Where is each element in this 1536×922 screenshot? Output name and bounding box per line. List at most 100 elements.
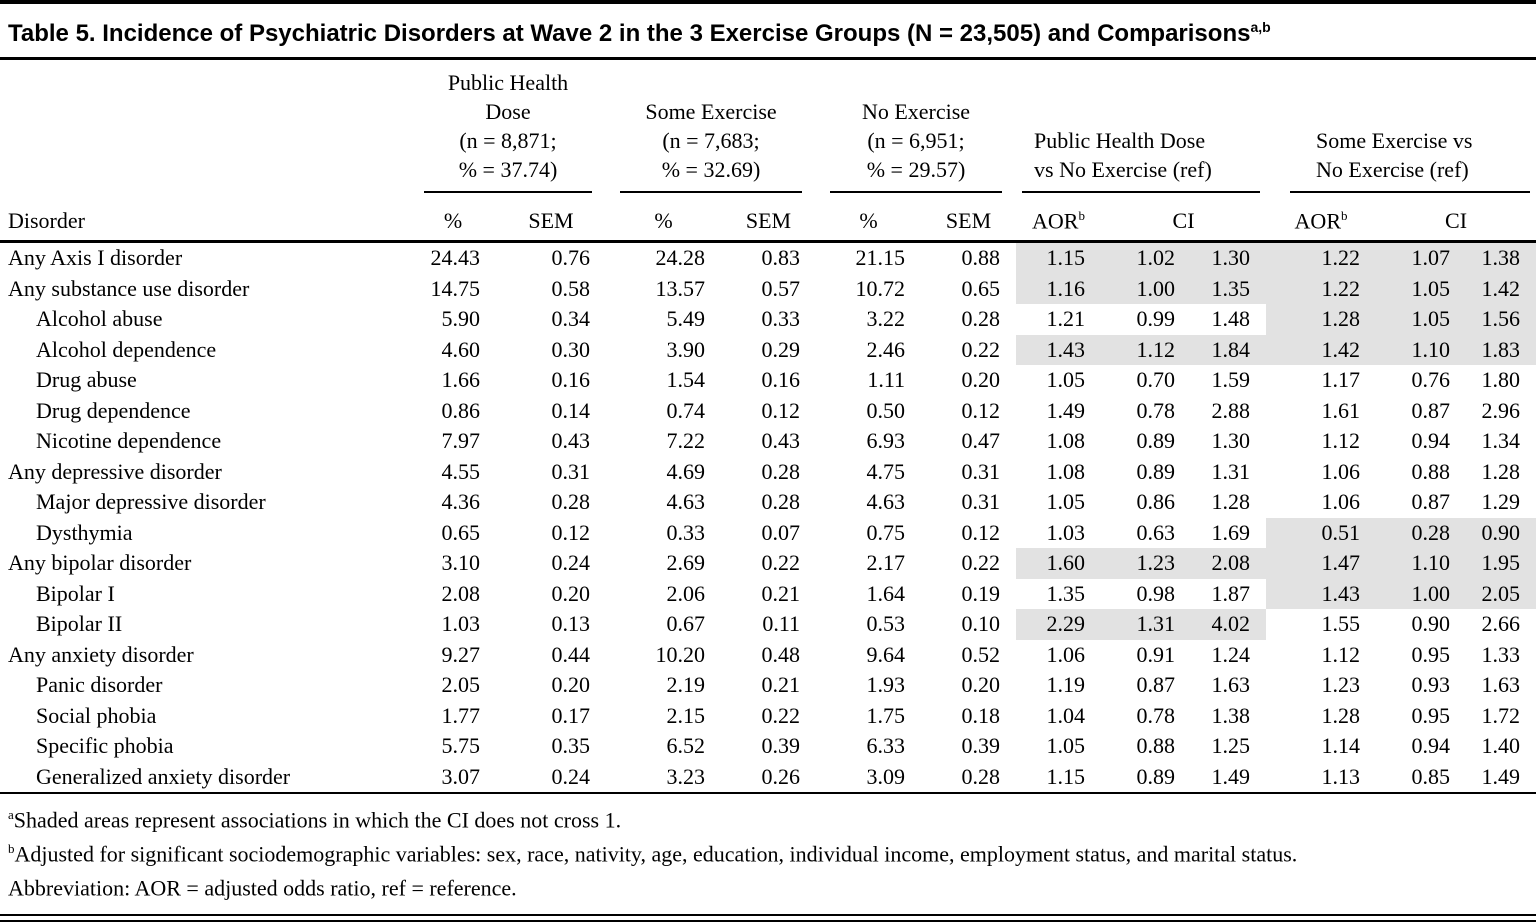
cell-some-sem: 0.43 bbox=[761, 428, 801, 454]
cell-some-ci-low: 1.05 bbox=[1376, 273, 1467, 305]
cell-phd-sem: 0.76 bbox=[551, 245, 591, 271]
table-footnotes: aShaded areas represent associations in … bbox=[0, 794, 1536, 908]
cell-phd-ci-high: 1.25 bbox=[1211, 733, 1251, 759]
cell-phd-ci-high: 1.48 bbox=[1211, 306, 1251, 332]
incidence-table: Public Health Dose (n = 8,871; % = 37.74… bbox=[0, 60, 1536, 795]
cell-phd-pct: 24.43 bbox=[430, 245, 481, 271]
cell-phd-ci-high: 1.30 bbox=[1211, 428, 1251, 454]
cell-none-pct: 3.22 bbox=[866, 306, 906, 332]
cell-some-ci-high: 1.28 bbox=[1481, 458, 1521, 484]
cell-phd-aor: 1.21 bbox=[1046, 306, 1086, 332]
column-group-some-exercise: Some Exercise (n = 7,683; % = 32.69) bbox=[606, 60, 816, 193]
table-title-footnote-marker: a,b bbox=[1250, 19, 1271, 35]
cell-none-pct: 4.63 bbox=[866, 489, 906, 515]
cell-phd-ci-high: 1.28 bbox=[1211, 489, 1251, 515]
group-line: No Exercise (ref) bbox=[1316, 157, 1469, 182]
group-line: No Exercise bbox=[861, 99, 971, 124]
cell-phd-ci-low: 0.70 bbox=[1136, 367, 1176, 393]
subheader-some-sem: SEM bbox=[721, 193, 817, 244]
cell-phd-aor: 1.05 bbox=[1046, 489, 1086, 515]
cell-phd-ci-low: 0.87 bbox=[1136, 672, 1176, 698]
cell-some-pct: 0.74 bbox=[666, 397, 706, 423]
cell-some-ci-high: 1.38 bbox=[1466, 241, 1536, 274]
cell-none-sem: 0.22 bbox=[961, 550, 1001, 576]
cell-some-aor: 1.12 bbox=[1321, 428, 1361, 454]
cell-some-sem: 0.22 bbox=[761, 702, 801, 728]
table-row: Drug abuse 1.66 0.16 1.54 0.16 1.11 0.20 1.05 0.… bbox=[0, 365, 1536, 396]
cell-phd-aor: 1.15 bbox=[1016, 241, 1102, 274]
cell-none-sem: 0.47 bbox=[961, 428, 1001, 454]
cell-phd-ci-high: 2.08 bbox=[1191, 548, 1267, 579]
cell-phd-ci-low: 0.98 bbox=[1136, 580, 1176, 606]
cell-some-pct: 13.57 bbox=[655, 275, 706, 301]
group-line: (n = 8,871; bbox=[459, 128, 557, 153]
cell-some-pct: 4.63 bbox=[666, 489, 706, 515]
cell-phd-aor: 1.04 bbox=[1046, 702, 1086, 728]
subheader-phd-aor: AORb bbox=[1016, 193, 1102, 244]
cell-none-pct: 1.93 bbox=[866, 672, 906, 698]
table-row: Dysthymia 0.65 0.12 0.33 0.07 0.75 0.12 1.03 0.6… bbox=[0, 517, 1536, 549]
cell-some-sem: 0.33 bbox=[761, 306, 801, 332]
cell-some-sem: 0.57 bbox=[761, 275, 801, 301]
cell-some-ci-low: 0.76 bbox=[1411, 367, 1451, 393]
cell-phd-pct: 4.55 bbox=[441, 458, 481, 484]
cell-some-sem: 0.26 bbox=[721, 761, 817, 795]
group-line: vs No Exercise (ref) bbox=[1034, 157, 1212, 182]
cell-phd-ci-high: 1.31 bbox=[1211, 458, 1251, 484]
cell-phd-ci-low: 0.86 bbox=[1136, 489, 1176, 515]
aor-label: AOR bbox=[1032, 208, 1079, 234]
disorder-label: Any bipolar disorder bbox=[8, 550, 192, 576]
disorder-label: Any Axis I disorder bbox=[8, 245, 183, 271]
disorder-label: Bipolar II bbox=[36, 611, 123, 637]
cell-none-pct: 6.33 bbox=[866, 733, 906, 759]
group-line: Public Health Dose bbox=[447, 70, 569, 124]
group-header-row: Public Health Dose (n = 8,871; % = 37.74… bbox=[0, 60, 1536, 193]
cell-some-pct: 10.20 bbox=[655, 641, 706, 667]
table-row: Nicotine dependence 7.97 0.43 7.22 0.43 6.93 0… bbox=[0, 426, 1536, 457]
cell-phd-ci-low: 1.02 bbox=[1101, 241, 1192, 274]
cell-phd-ci-low: 0.91 bbox=[1136, 641, 1176, 667]
table-row: Drug dependence 0.86 0.14 0.74 0.12 0.50 0.12 1… bbox=[0, 396, 1536, 427]
cell-some-ci-high: 2.05 bbox=[1466, 578, 1536, 610]
table-row: Any depressive disorder 4.55 0.31 4.69 0.28 4… bbox=[0, 457, 1536, 488]
subheader-none-sem: SEM bbox=[921, 193, 1017, 244]
cell-some-pct: 5.49 bbox=[666, 306, 706, 332]
cell-phd-aor: 1.15 bbox=[1016, 761, 1102, 795]
table-header: Public Health Dose (n = 8,871; % = 37.74… bbox=[0, 60, 1536, 244]
subheader-some-ci: CI bbox=[1376, 193, 1536, 244]
subheader-phd-pct: % bbox=[410, 193, 496, 244]
cell-none-pct: 6.93 bbox=[866, 428, 906, 454]
cell-none-sem: 0.10 bbox=[961, 611, 1001, 637]
cell-phd-pct: 3.07 bbox=[410, 761, 496, 795]
disorder-label: Generalized anxiety disorder bbox=[0, 761, 410, 795]
cell-phd-ci-low: 0.78 bbox=[1136, 702, 1176, 728]
cell-none-sem: 0.31 bbox=[961, 458, 1001, 484]
aor-label: AOR bbox=[1294, 208, 1341, 234]
cell-some-pct: 6.52 bbox=[666, 733, 706, 759]
cell-some-ci-high: 2.96 bbox=[1481, 397, 1521, 423]
disorder-label: Drug dependence bbox=[36, 397, 191, 423]
cell-phd-pct: 2.05 bbox=[441, 672, 481, 698]
cell-some-ci-high: 1.49 bbox=[1466, 761, 1536, 795]
cell-phd-aor: 2.29 bbox=[1016, 609, 1102, 640]
cell-phd-ci-low: 1.00 bbox=[1101, 273, 1192, 305]
cell-phd-aor: 1.08 bbox=[1046, 458, 1086, 484]
cell-some-ci-high: 0.90 bbox=[1466, 517, 1536, 549]
cell-some-ci-high: 1.34 bbox=[1481, 428, 1521, 454]
cell-phd-sem: 0.20 bbox=[551, 672, 591, 698]
cell-some-ci-low: 0.85 bbox=[1376, 761, 1467, 795]
table-title-text: Table 5. Incidence of Psychiatric Disord… bbox=[8, 20, 1251, 47]
table-row: Alcohol abuse 5.90 0.34 5.49 0.33 3.22 0.28 1.2… bbox=[0, 304, 1536, 335]
cell-some-aor: 1.42 bbox=[1266, 334, 1377, 366]
cell-phd-aor: 1.05 bbox=[1046, 733, 1086, 759]
cell-some-pct: 24.28 bbox=[655, 245, 706, 271]
cell-some-pct: 2.06 bbox=[666, 580, 706, 606]
table-row: Any substance use disorder 14.75 0.58 13.57… bbox=[0, 273, 1536, 305]
cell-phd-sem: 0.43 bbox=[551, 428, 591, 454]
cell-some-pct: 2.15 bbox=[666, 702, 706, 728]
cell-some-ci-low: 1.00 bbox=[1376, 578, 1467, 610]
cell-some-sem: 0.29 bbox=[761, 336, 801, 362]
column-group-some-vs-no-exercise: Some Exercise vs No Exercise (ref) bbox=[1266, 60, 1536, 193]
cell-phd-ci-low: 1.31 bbox=[1101, 609, 1192, 640]
cell-phd-pct: 5.75 bbox=[441, 733, 481, 759]
